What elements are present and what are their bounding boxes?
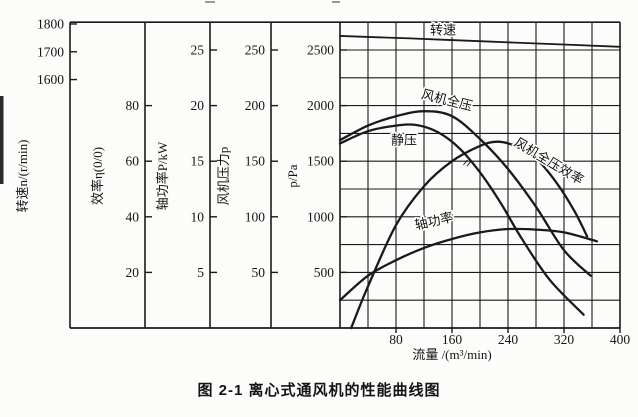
shaft-power-axis-title: 轴功率P/kW [155, 141, 170, 210]
fan-pressure-axis-tick-label: 150 [245, 154, 266, 169]
efficiency-axis-tick-label: 20 [126, 265, 140, 280]
x-axis-tick-label: 160 [442, 332, 463, 347]
total-pressure-curve-label: 风机全压 [420, 86, 474, 113]
static-pressure-curve [338, 123, 585, 316]
x-axis-title: 流量 /(m³/min) [412, 347, 491, 362]
static-pressure-curve-label: 静压 [391, 133, 417, 148]
rotation-speed-curve [339, 35, 621, 48]
shaft-power-curve-label: 轴功率 [413, 209, 454, 232]
fan-pressure-axis-tick-label: 250 [245, 43, 266, 58]
shaft-power-axis-tick-label: 25 [191, 43, 205, 58]
x-axis-tick-label: 320 [554, 332, 575, 347]
shaft-power-axis-tick-label: 5 [197, 265, 204, 280]
fan-pressure-axis-tick-label: 50 [252, 265, 266, 280]
x-axis-tick-label: 80 [389, 332, 403, 347]
fan-pressure-axis-tick-label: 100 [245, 209, 266, 224]
p-pa-axis-tick-label: 1500 [307, 154, 334, 169]
scan-artifact [332, 1, 340, 3]
efficiency-curve [350, 140, 589, 330]
shaft-power-axis-tick-label: 10 [191, 209, 205, 224]
rotation-speed-axis-tick-label: 1800 [37, 16, 64, 31]
scan-artifact [0, 96, 4, 184]
scan-artifact [205, 1, 215, 3]
shaft-power-axis-tick-label: 15 [191, 154, 205, 169]
curve-intersection-mark: 〃 [459, 154, 476, 172]
p-pa-axis-tick-label: 2000 [307, 98, 334, 113]
total-pressure-curve [338, 110, 592, 277]
x-axis-tick-label: 400 [610, 332, 631, 347]
p-pa-axis-tick-label: 1000 [307, 209, 334, 224]
rotation-speed-axis-title: 转速n/(r/min) [15, 140, 30, 213]
figure-caption: 图 2-1 离心式通风机的性能曲线图 [197, 382, 441, 399]
rotation-speed-axis-tick-label: 1600 [37, 72, 64, 87]
p-pa-axis-tick-label: 2500 [307, 43, 334, 58]
efficiency-axis-tick-label: 40 [126, 209, 140, 224]
shaft-power-axis-tick-label: 20 [191, 98, 205, 113]
p-pa-axis-tick-label: 500 [314, 265, 335, 280]
fan-pressure-axis-tick-label: 200 [245, 98, 266, 113]
x-axis-tick-label: 240 [498, 332, 519, 347]
efficiency-axis-tick-label: 60 [126, 154, 140, 169]
rotation-speed-axis-tick-label: 1700 [37, 44, 64, 59]
p-pa-axis-title: p/Pa [285, 164, 300, 187]
efficiency-axis-tick-label: 80 [126, 98, 140, 113]
efficiency-axis-title: 效率η(0/0) [90, 147, 105, 205]
shaft-power-curve [338, 227, 599, 302]
rotation-speed-curve-label: 转速 [430, 23, 456, 38]
fan-pressure-axis-title: 风机压力p [216, 147, 231, 206]
